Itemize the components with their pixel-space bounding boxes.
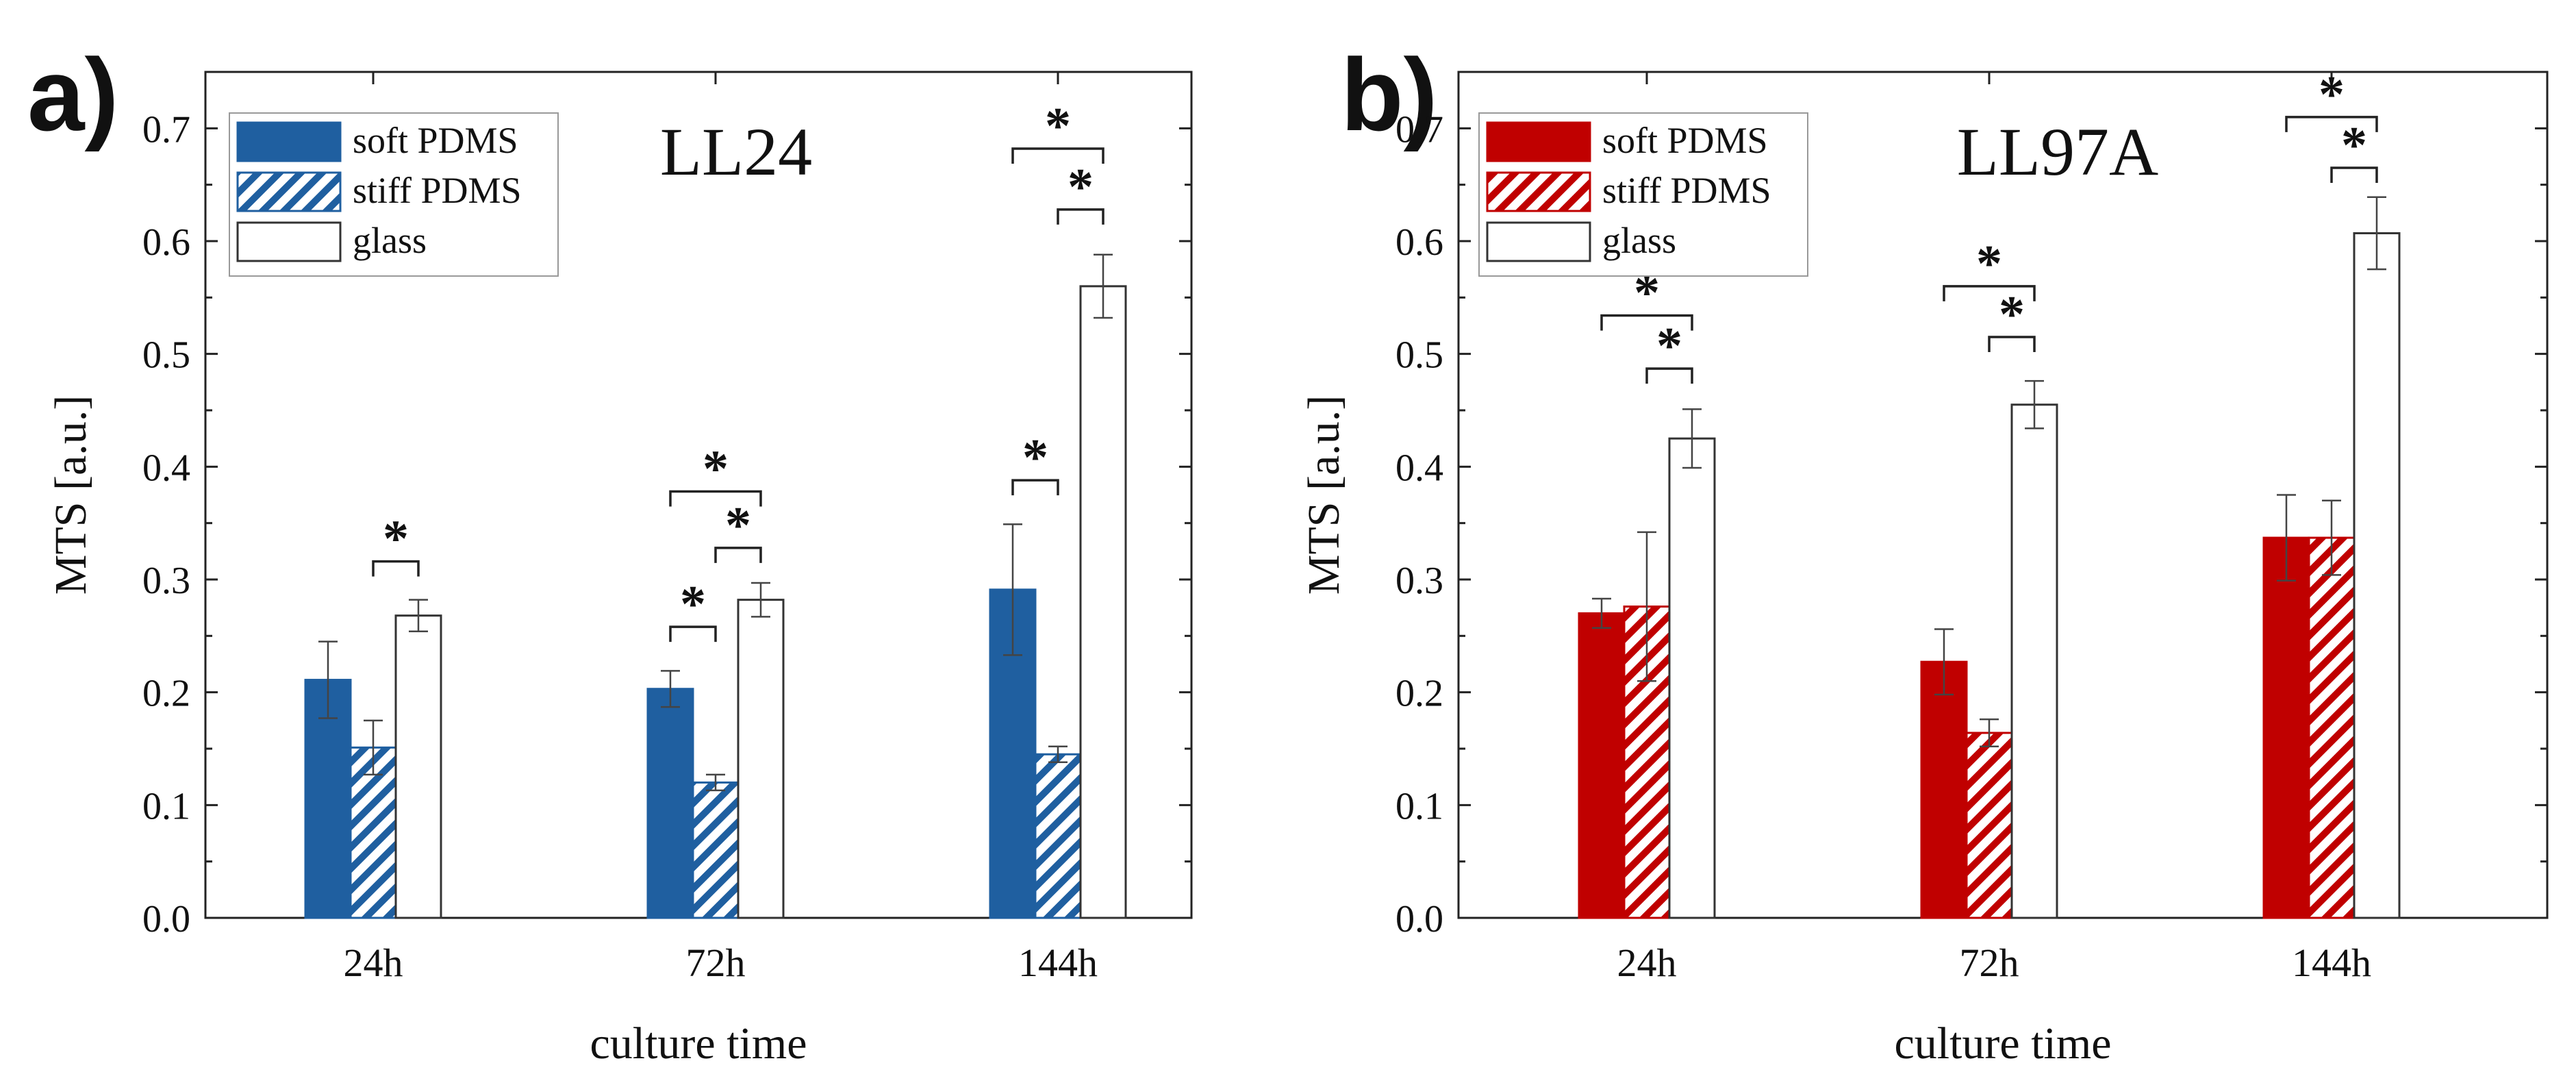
bar-glass-72h: [2010, 403, 2058, 919]
significance-bracket: [1943, 285, 2036, 301]
y-tick-label: 0.5: [142, 334, 190, 377]
bar-stiff-pdms-144h: [2308, 536, 2356, 919]
y-tick-label: 0.0: [142, 898, 190, 940]
significance-star: *: [383, 510, 409, 568]
legend-swatch: [236, 221, 342, 262]
significance-bracket: [372, 560, 420, 577]
significance-star: *: [1022, 429, 1048, 486]
legend-swatch: [1486, 221, 1591, 262]
y-tick-label: 0.4: [142, 447, 190, 489]
significance-bracket: [1600, 314, 1693, 331]
legend-label: stiff PDMS: [353, 170, 522, 211]
significance-star: *: [725, 497, 751, 554]
bar-glass-144h: [1079, 285, 1127, 919]
x-tick-label: 72h: [686, 940, 746, 985]
legend-label: glass: [1602, 220, 1676, 261]
y-tick-label: 0.2: [1396, 673, 1443, 715]
x-axis-label: culture time: [590, 1019, 807, 1069]
y-tick-label: 0.3: [142, 560, 190, 602]
legend-label: soft PDMS: [1602, 120, 1768, 161]
legend-label: soft PDMS: [353, 120, 518, 161]
bar-glass-24h: [1668, 437, 1716, 919]
y-tick-label: 0.2: [142, 673, 190, 715]
legend-swatch: [1486, 171, 1591, 212]
x-tick-label: 144h: [1018, 940, 1098, 985]
significance-star: *: [1068, 158, 1094, 216]
chart-panel-b: b) 0.0 0.1 0.2 0.3 0.4 0.5 0.6 0.7 MTS [a.u.] 24h 7…: [1299, 37, 2549, 1069]
bar-stiff-pdms-72h: [1965, 732, 2013, 919]
significance-bracket: [714, 547, 762, 563]
significance-bracket: [1057, 208, 1104, 225]
bar-stiff-pdms-144h: [1034, 753, 1082, 919]
y-axis-label: MTS [a.u.]: [46, 395, 96, 595]
bar-glass-72h: [737, 599, 785, 919]
legend-swatch: [236, 171, 342, 212]
significance-star: *: [1045, 97, 1071, 155]
x-tick-label: 24h: [344, 940, 403, 985]
legend-label: glass: [353, 220, 427, 261]
y-tick-label: 0.6: [1396, 221, 1443, 264]
bar-soft-pdms-72h: [646, 688, 694, 919]
bar-glass-144h: [2353, 232, 2401, 919]
y-tick-label: 0.7: [1396, 108, 1443, 151]
y-tick-label: 0.1: [1396, 785, 1443, 827]
significance-star: *: [1656, 317, 1682, 375]
legend-label: stiff PDMS: [1602, 170, 1771, 211]
y-tick-label: 0.1: [142, 785, 190, 827]
significance-bracket: [1011, 479, 1059, 496]
chart-title: LL97A: [1957, 114, 2158, 190]
bar-stiff-pdms-24h: [349, 746, 397, 919]
bar-soft-pdms-72h: [1920, 660, 1968, 919]
bar-stiff-pdms-72h: [692, 781, 740, 919]
legend: soft PDMS stiff PDMS glass: [1478, 112, 1808, 277]
y-axis-label: MTS [a.u.]: [1299, 395, 1349, 595]
x-tick-label: 72h: [1960, 940, 2019, 985]
y-tick-label: 0.0: [1396, 898, 1443, 940]
y-tick-label: 0.4: [1396, 447, 1443, 489]
panel-letter: a): [27, 37, 118, 152]
bar-soft-pdms-144h: [2262, 536, 2310, 919]
x-axis-label: culture time: [1894, 1019, 2111, 1069]
significance-bracket: [669, 490, 762, 507]
legend: soft PDMS stiff PDMS glass: [229, 112, 559, 277]
significance-star: *: [1999, 286, 2025, 343]
bar-glass-24h: [394, 614, 442, 919]
legend-swatch: [236, 121, 342, 162]
chart-title: LL24: [660, 114, 812, 190]
y-tick-label: 0.5: [1396, 334, 1443, 377]
significance-bracket: [1645, 367, 1693, 384]
significance-star: *: [680, 575, 706, 633]
significance-bracket: [1988, 336, 2036, 352]
bar-soft-pdms-24h: [1578, 612, 1626, 919]
significance-star: *: [2341, 116, 2367, 174]
significance-star: *: [703, 440, 729, 498]
significance-bracket: [669, 625, 717, 643]
significance-bracket: [2285, 116, 2378, 132]
significance-bracket: [2330, 166, 2378, 183]
y-tick-label: 0.6: [142, 221, 190, 264]
y-tick-label: 0.3: [1396, 560, 1443, 602]
chart-panel-a: a) 0.0 0.1 0.2 0.3 0.4 0.5 0.6 0.7 MTS [a.u.] 24h 7…: [27, 37, 1193, 1069]
y-tick-label: 0.7: [142, 108, 190, 151]
significance-star: *: [1976, 235, 2002, 292]
panel-letter: b): [1341, 37, 1438, 152]
significance-bracket: [1011, 147, 1104, 164]
x-tick-label: 144h: [2292, 940, 2371, 985]
legend-swatch: [1486, 121, 1591, 162]
x-tick-label: 24h: [1617, 940, 1677, 985]
significance-star: *: [2319, 66, 2345, 123]
